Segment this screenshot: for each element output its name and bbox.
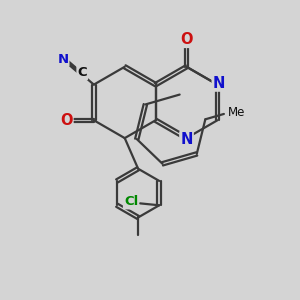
Text: N: N bbox=[180, 132, 193, 147]
Text: O: O bbox=[180, 32, 193, 47]
Text: C: C bbox=[77, 66, 87, 79]
Text: N: N bbox=[213, 76, 225, 91]
Text: Cl: Cl bbox=[124, 195, 138, 208]
Text: O: O bbox=[60, 113, 73, 128]
Text: Me: Me bbox=[227, 106, 245, 119]
Text: N: N bbox=[57, 52, 68, 66]
